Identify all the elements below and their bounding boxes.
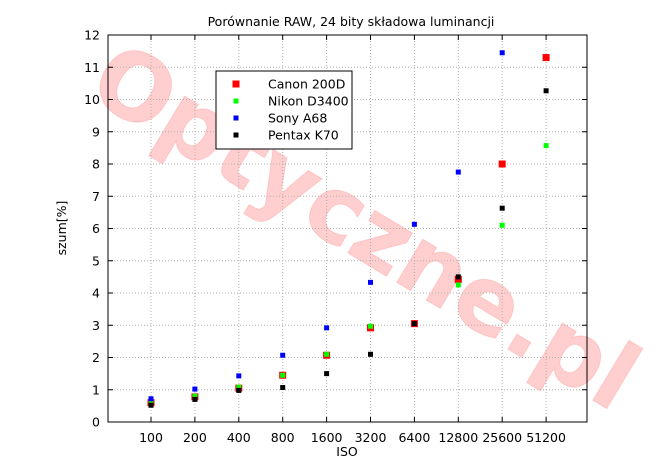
data-point bbox=[148, 396, 154, 402]
data-point bbox=[368, 351, 373, 357]
data-point bbox=[236, 387, 242, 393]
data-point bbox=[148, 402, 154, 408]
plot-frame bbox=[107, 34, 588, 423]
x-tick-label: 25600 bbox=[482, 430, 522, 445]
watermark-text: Optyczne.pl bbox=[74, 22, 657, 431]
watermark: Optyczne.pl bbox=[73, 22, 657, 432]
data-point bbox=[411, 221, 417, 227]
data-point bbox=[236, 384, 242, 390]
legend-marker bbox=[233, 115, 239, 121]
series-pentax-k70 bbox=[148, 88, 549, 408]
data-point bbox=[499, 222, 505, 228]
y-tick-label: 4 bbox=[92, 286, 100, 301]
series-nikon-d3400 bbox=[148, 143, 549, 405]
data-point bbox=[280, 384, 286, 390]
data-point bbox=[324, 371, 330, 377]
data-point bbox=[411, 321, 417, 327]
y-tick-label: 11 bbox=[84, 60, 100, 75]
data-point bbox=[368, 279, 373, 285]
data-point bbox=[455, 274, 461, 280]
legend-label: Canon 200D bbox=[268, 77, 345, 92]
data-point bbox=[368, 323, 373, 329]
chart-title: Porównanie RAW, 24 bity składowa luminan… bbox=[208, 14, 495, 29]
data-point bbox=[192, 396, 198, 402]
data-point bbox=[324, 325, 330, 331]
x-tick-label: 800 bbox=[271, 430, 295, 445]
y-tick-label: 1 bbox=[92, 382, 100, 397]
legend-label: Pentax K70 bbox=[268, 128, 339, 143]
x-tick-label: 6400 bbox=[398, 430, 430, 445]
legend-marker bbox=[232, 80, 240, 88]
data-point bbox=[192, 386, 198, 392]
data-point bbox=[543, 143, 549, 149]
data-points bbox=[147, 50, 550, 408]
data-point bbox=[192, 393, 198, 399]
x-tick-label: 200 bbox=[183, 430, 207, 445]
y-tick-label: 8 bbox=[92, 157, 100, 172]
data-point bbox=[455, 169, 461, 175]
y-tick-label: 0 bbox=[92, 415, 100, 430]
x-axis-label: ISO bbox=[336, 444, 358, 459]
y-tick-label: 7 bbox=[92, 189, 100, 204]
x-tick-label: 1600 bbox=[311, 430, 343, 445]
x-tick-label: 12800 bbox=[438, 430, 478, 445]
grid bbox=[108, 35, 587, 422]
data-point bbox=[148, 399, 154, 405]
x-tick-label: 400 bbox=[227, 430, 251, 445]
data-point bbox=[454, 275, 462, 283]
x-tick-label: 100 bbox=[139, 430, 163, 445]
y-tick-label: 3 bbox=[92, 318, 100, 333]
data-point bbox=[280, 352, 286, 358]
y-tick-label: 9 bbox=[92, 124, 100, 139]
legend: Canon 200D Nikon D3400 Sony A68 Pentax K70 bbox=[215, 70, 353, 150]
data-point bbox=[236, 373, 242, 379]
legend-marker bbox=[233, 98, 239, 104]
y-tick-label: 6 bbox=[92, 221, 100, 236]
data-point bbox=[280, 372, 286, 378]
y-axis-label: szum[%] bbox=[54, 201, 69, 256]
x-tick-label: 3200 bbox=[355, 430, 387, 445]
legend-marker bbox=[233, 132, 239, 138]
data-point bbox=[499, 205, 505, 211]
data-point bbox=[498, 160, 506, 168]
y-tick-label: 2 bbox=[92, 350, 100, 365]
legend-label: Sony A68 bbox=[268, 111, 327, 126]
data-point bbox=[324, 351, 330, 357]
legend-label: Nikon D3400 bbox=[268, 94, 349, 109]
y-tick-label: 10 bbox=[84, 92, 100, 107]
series-sony-a68 bbox=[148, 50, 505, 402]
data-point bbox=[543, 88, 549, 94]
data-point bbox=[499, 50, 505, 56]
y-tick-label: 12 bbox=[84, 28, 100, 43]
data-point bbox=[542, 54, 550, 62]
x-axis-ticks: 100 200 400 800 1600 3200 6400 12800 25600 51200 bbox=[139, 35, 566, 445]
data-point bbox=[455, 282, 461, 288]
x-tick-label: 51200 bbox=[526, 430, 566, 445]
y-tick-label: 5 bbox=[92, 253, 100, 268]
